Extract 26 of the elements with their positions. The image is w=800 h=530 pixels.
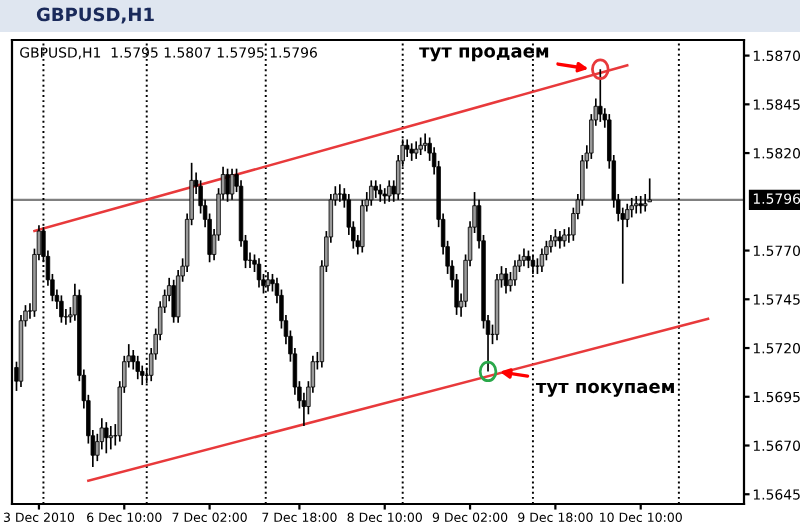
candlestick <box>598 68 603 123</box>
candlestick <box>369 179 374 207</box>
candlestick <box>59 294 64 324</box>
candlestick <box>409 142 414 162</box>
candlestick <box>539 247 545 273</box>
candlestick <box>629 197 634 219</box>
candlestick <box>382 187 387 205</box>
candlestick <box>373 179 378 199</box>
candlestick <box>503 267 509 295</box>
candlestick <box>225 167 230 203</box>
candlestick <box>131 349 136 371</box>
candlestick <box>638 195 643 215</box>
candlestick <box>557 230 563 250</box>
candlestick <box>108 425 114 451</box>
candlestick <box>171 278 176 324</box>
annotation: тут продаем <box>419 47 549 62</box>
annotation: тут покупаем <box>535 382 674 397</box>
chart-title: GBPUSD,H1 <box>36 7 154 24</box>
candlestick <box>360 199 365 254</box>
candlestick <box>634 195 639 215</box>
candlestick <box>135 354 140 381</box>
candlestick <box>104 421 109 455</box>
candlestick <box>413 140 419 160</box>
candlestick <box>387 179 392 203</box>
candlestick <box>229 167 235 201</box>
candlestick <box>337 183 343 203</box>
